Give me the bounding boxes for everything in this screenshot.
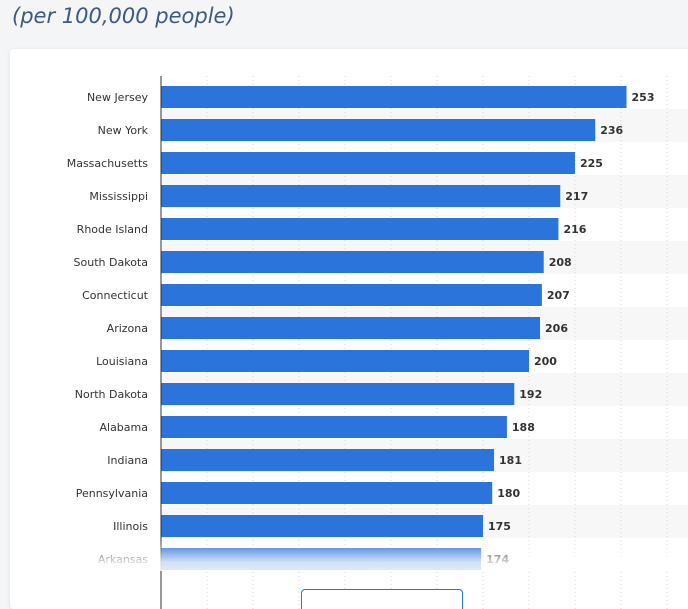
bar bbox=[161, 284, 542, 306]
value-label: 236 bbox=[600, 124, 623, 137]
bars bbox=[161, 86, 627, 570]
category-label: Louisiana bbox=[96, 355, 148, 368]
category-label: Connecticut bbox=[82, 289, 149, 302]
bar bbox=[161, 350, 529, 372]
bar bbox=[161, 119, 596, 141]
show-more-button[interactable] bbox=[301, 589, 463, 609]
bar bbox=[161, 416, 507, 438]
value-label: 206 bbox=[545, 322, 568, 335]
bar bbox=[161, 515, 483, 537]
bar bbox=[161, 482, 493, 504]
value-label: 216 bbox=[563, 223, 586, 236]
category-label: Indiana bbox=[107, 454, 148, 467]
bar-chart: New Jersey 253 New York 236 Massachusetts 225… bbox=[67, 76, 688, 609]
chart-subtitle: (per 100,000 people) bbox=[12, 4, 235, 28]
value-label: 217 bbox=[565, 190, 588, 203]
category-label: Arizona bbox=[107, 322, 148, 335]
value-label: 174 bbox=[486, 553, 509, 566]
category-label: Arkansas bbox=[98, 553, 148, 566]
value-label: 207 bbox=[547, 289, 570, 302]
value-label: 200 bbox=[534, 355, 557, 368]
bar bbox=[161, 548, 482, 570]
bar bbox=[161, 317, 541, 339]
category-label: Mississippi bbox=[89, 190, 148, 203]
category-label: Pennsylvania bbox=[76, 487, 148, 500]
bar bbox=[161, 86, 627, 108]
value-label: 253 bbox=[632, 91, 655, 104]
value-label: 208 bbox=[549, 256, 572, 269]
bar bbox=[161, 152, 575, 174]
value-label: 181 bbox=[499, 454, 522, 467]
bar bbox=[161, 218, 559, 240]
category-label: Massachusetts bbox=[67, 157, 149, 170]
category-label: New Jersey bbox=[87, 91, 149, 104]
bar bbox=[161, 251, 544, 273]
value-label: 180 bbox=[497, 487, 520, 500]
chart-card: New Jersey 253 New York 236 Massachusetts 225… bbox=[10, 49, 688, 609]
value-label: 175 bbox=[488, 520, 511, 533]
bar bbox=[161, 383, 515, 405]
category-label: New York bbox=[98, 124, 149, 137]
value-label: 188 bbox=[512, 421, 535, 434]
category-label: Illinois bbox=[113, 520, 148, 533]
value-label: 192 bbox=[519, 388, 542, 401]
category-label: Rhode Island bbox=[77, 223, 148, 236]
bar bbox=[161, 449, 495, 471]
category-label: North Dakota bbox=[75, 388, 148, 401]
category-label: South Dakota bbox=[74, 256, 148, 269]
value-label: 225 bbox=[580, 157, 603, 170]
category-label: Alabama bbox=[99, 421, 148, 434]
bar bbox=[161, 185, 561, 207]
